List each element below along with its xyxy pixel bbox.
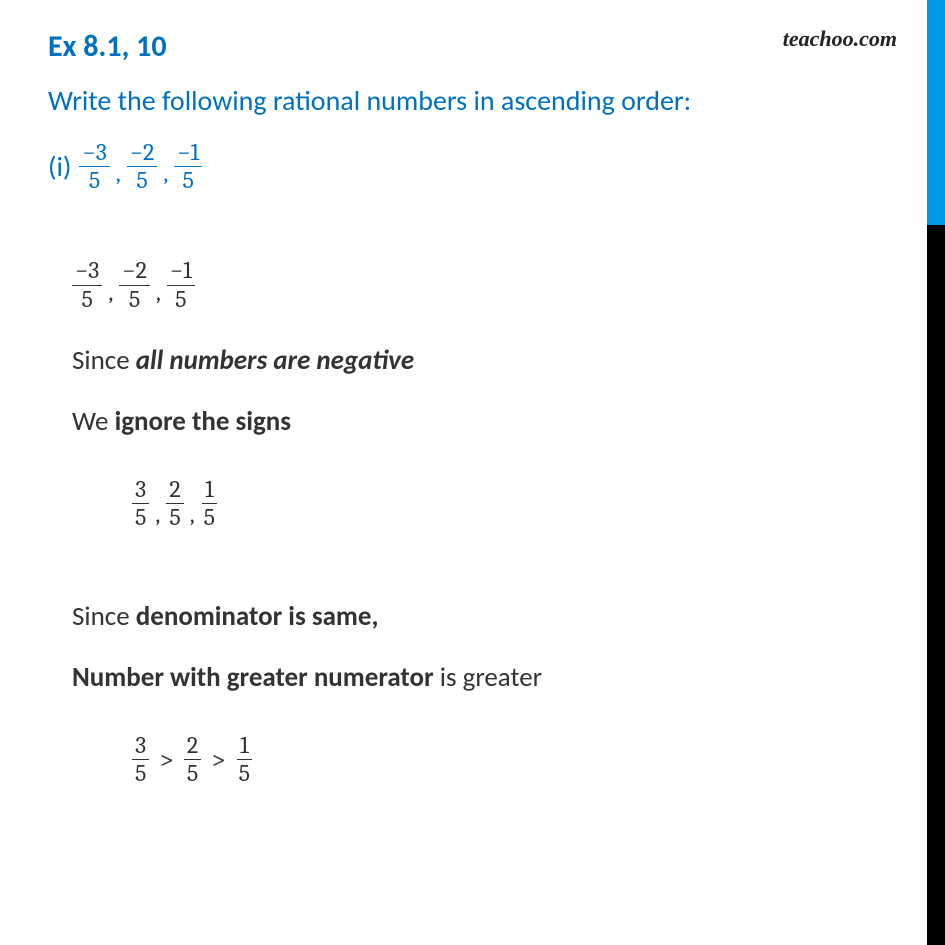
numerator: −2	[119, 258, 150, 285]
greater-than-sign: >	[159, 745, 173, 775]
text-plain: We	[72, 405, 115, 438]
fraction-list-blue: −3 5 , −2 5 , −1 5	[79, 140, 202, 193]
numerator: 2	[184, 733, 201, 760]
numerator: −3	[72, 258, 102, 285]
fraction-list-body: −3 5 , −2 5 , −1 5	[72, 253, 905, 311]
comma: ,	[156, 278, 161, 312]
numerator: −1	[167, 258, 195, 285]
numerator: 1	[237, 733, 252, 760]
fraction: 2 5	[166, 477, 183, 530]
comma: ,	[163, 159, 168, 193]
numerator: 3	[132, 477, 149, 504]
numerator: 3	[132, 733, 149, 760]
denominator: 5	[184, 760, 201, 786]
comma: ,	[190, 500, 195, 530]
denominator: 5	[180, 167, 197, 193]
denominator: 5	[86, 167, 103, 193]
fraction: −1 5	[174, 140, 202, 193]
comma: ,	[108, 278, 113, 312]
watermark-logo: teachoo.com	[783, 26, 897, 52]
side-accent-top	[927, 0, 945, 225]
denominator: 5	[132, 760, 149, 786]
comma: ,	[155, 500, 160, 530]
inequality-row: 3 5 > 2 5 > 1 5	[132, 728, 905, 786]
side-accent-bottom	[927, 225, 945, 945]
fraction: 1 5	[236, 733, 253, 786]
text-plain: Since	[72, 344, 136, 377]
numerator: −2	[127, 140, 158, 167]
numerator: 1	[202, 477, 217, 504]
denominator: 5	[132, 504, 149, 530]
fraction: 3 5	[132, 477, 149, 530]
denominator: 5	[133, 167, 150, 193]
explanation-line: Since denominator is same,	[72, 600, 905, 633]
fraction: 2 5	[184, 733, 201, 786]
question-text: Write the following rational numbers in …	[48, 83, 905, 118]
fraction-list-positive: 3 5 , 2 5 , 1 5	[132, 472, 905, 530]
fraction: −1 5	[167, 258, 195, 311]
fraction: −3 5	[72, 258, 102, 311]
greater-than-sign: >	[211, 745, 225, 775]
denominator: 5	[236, 760, 253, 786]
fraction: −2 5	[119, 258, 150, 311]
denominator: 5	[172, 286, 189, 312]
numerator: 2	[166, 477, 183, 504]
explanation-line: We ignore the signs	[72, 405, 905, 438]
numerator: −3	[79, 140, 109, 167]
text-emphasis: Number with greater numerator	[72, 661, 434, 694]
numerator: −1	[174, 140, 202, 167]
text-plain: Since	[72, 600, 136, 633]
denominator: 5	[126, 286, 143, 312]
fraction: 3 5	[132, 733, 149, 786]
exercise-title: Ex 8.1, 10	[48, 28, 905, 65]
denominator: 5	[201, 504, 218, 530]
denominator: 5	[78, 286, 95, 312]
fraction: 1 5	[201, 477, 218, 530]
explanation-line: Since all numbers are negative	[72, 344, 905, 377]
text-emphasis: ignore the signs	[115, 405, 291, 438]
text-plain: is greater	[434, 661, 542, 694]
fraction: −2 5	[127, 140, 158, 193]
explanation-line: Number with greater numerator is greater	[72, 661, 905, 694]
text-emphasis: denominator is same,	[136, 600, 379, 633]
comma: ,	[116, 159, 121, 193]
sub-question: (i) −3 5 , −2 5 , −1 5	[48, 140, 905, 193]
fraction: −3 5	[79, 140, 109, 193]
part-label: (i)	[48, 149, 71, 184]
page-content: Ex 8.1, 10 Write the following rational …	[0, 0, 945, 787]
text-emphasis: all numbers are negative	[136, 344, 414, 377]
denominator: 5	[166, 504, 183, 530]
